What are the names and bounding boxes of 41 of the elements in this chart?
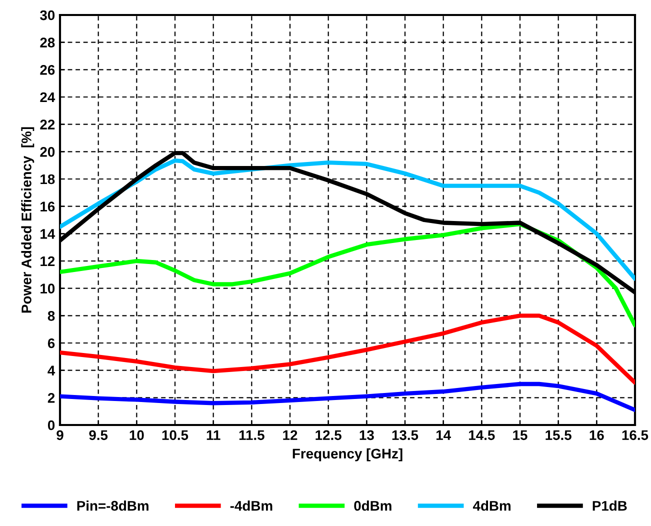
x-tick-label: 13: [360, 430, 374, 440]
y-tick-label: 30: [40, 10, 55, 20]
legend-label: -4dBm: [230, 500, 272, 511]
y-tick-label: 4: [48, 366, 56, 376]
y-tick-label: 16: [40, 202, 55, 212]
y-tick-label: 12: [40, 256, 55, 266]
legend-label: 4dBm: [472, 500, 510, 511]
legend-label: 0dBm: [354, 500, 392, 511]
x-tick-label: 9: [56, 430, 64, 440]
x-tick-label: 16: [590, 430, 604, 440]
x-tick-label: 11.5: [239, 430, 264, 440]
y-axis-title: Power Added Efficiency [%]: [21, 127, 34, 313]
x-tick-label: 15.5: [546, 430, 572, 440]
y-tick-label: 10: [40, 284, 55, 294]
y-tick-label: 6: [48, 338, 55, 348]
x-tick-label: 13.5: [392, 430, 418, 440]
y-tick-label: 18: [40, 174, 55, 184]
y-tick-label: 26: [40, 65, 55, 75]
line-series: [60, 314, 635, 385]
x-tick-label: 10.5: [162, 430, 188, 440]
x-axis-title: Frequency [GHz]: [292, 448, 402, 462]
y-tick-label: 20: [40, 147, 55, 157]
line-series: [60, 382, 635, 412]
y-tick-label: 8: [48, 311, 55, 321]
x-tick-label: 10: [130, 430, 144, 440]
y-tick-label: 0: [48, 420, 55, 430]
y-tick-label: 22: [40, 120, 55, 130]
x-tick-label: 11: [206, 430, 220, 440]
y-tick-label: 14: [40, 229, 56, 239]
x-tick-label: 14.5: [469, 430, 495, 440]
y-tick-label: 24: [40, 92, 56, 102]
x-tick-label: 12.5: [316, 430, 342, 440]
x-tick-label: 12: [283, 430, 298, 440]
y-tick-label: 2: [48, 393, 55, 403]
x-tick-label: 15: [513, 430, 528, 440]
y-tick-label: 28: [40, 38, 55, 48]
legend-label: Pin=-8dBm: [77, 500, 148, 511]
x-tick-label: 14: [436, 430, 451, 440]
x-tick-label: 16.5: [622, 430, 648, 440]
legend-label: P1dB: [592, 500, 627, 511]
x-tick-label: 9.5: [89, 430, 108, 440]
